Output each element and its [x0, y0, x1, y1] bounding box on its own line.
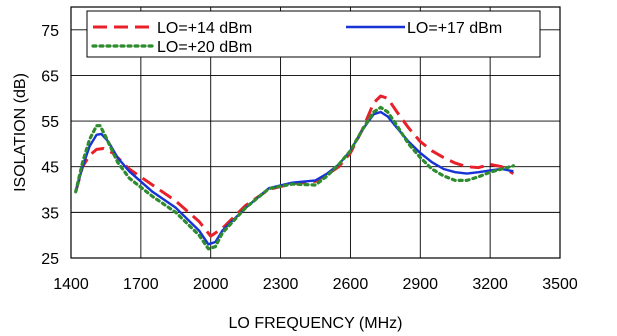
x-tick-label: 2300 — [263, 276, 299, 293]
y-tick-label: 75 — [41, 23, 59, 40]
y-tick-labels: 25 35 45 55 65 75 — [41, 23, 59, 268]
series-line-1 — [74, 94, 515, 238]
x-axis-title: LO FREQUENCY (MHz) — [229, 315, 403, 332]
legend-label-3: LO=+20 dBm — [157, 39, 252, 56]
x-tick-labels: 1400 1700 2000 2300 2600 2900 3200 3500 — [53, 276, 578, 293]
x-tick-label: 3200 — [472, 276, 508, 293]
y-axis-title: ISOLATION (dB) — [12, 73, 29, 192]
legend-box — [86, 10, 541, 58]
y-tick-label: 45 — [41, 160, 59, 177]
legend-label-2: LO=+17 dBm — [407, 20, 502, 37]
y-tick-label: 65 — [41, 68, 59, 85]
x-tick-label: 3500 — [542, 276, 578, 293]
plot-frame — [70, 6, 561, 259]
x-tick-label: 2000 — [193, 276, 229, 293]
series-line-2 — [74, 110, 514, 246]
y-tick-label: 25 — [41, 251, 59, 268]
x-tick-label: 1700 — [123, 276, 159, 293]
x-tick-label: 2600 — [333, 276, 369, 293]
series-line-3 — [74, 105, 515, 251]
x-tick-label: 2900 — [402, 276, 438, 293]
legend: LO=+14 dBm LO=+17 dBm LO=+20 dBm — [86, 10, 541, 58]
x-tick-label: 1400 — [53, 276, 89, 293]
y-tick-label: 55 — [41, 114, 59, 131]
y-tick-label: 35 — [41, 205, 59, 222]
legend-label-1: LO=+14 dBm — [157, 20, 252, 37]
plot-series — [74, 94, 515, 251]
